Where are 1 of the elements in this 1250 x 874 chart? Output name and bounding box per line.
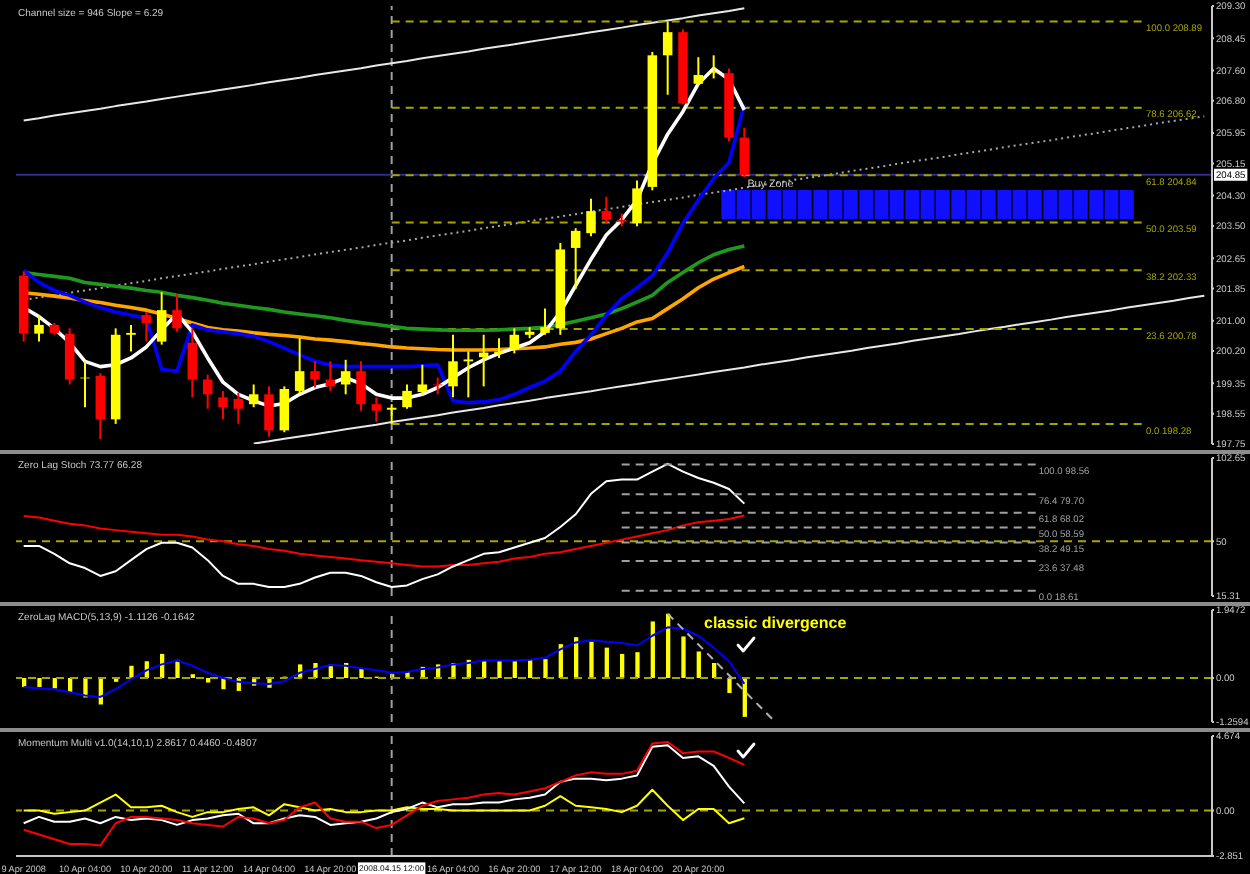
- annotation: classic divergence: [704, 614, 848, 632]
